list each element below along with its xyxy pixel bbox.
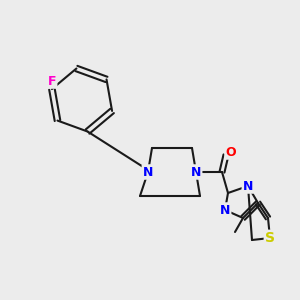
Text: F: F <box>48 75 56 88</box>
Text: O: O <box>226 146 236 158</box>
Text: N: N <box>143 166 153 178</box>
Text: N: N <box>191 166 201 178</box>
Text: N: N <box>243 179 253 193</box>
Text: S: S <box>265 231 275 245</box>
Text: N: N <box>220 203 230 217</box>
